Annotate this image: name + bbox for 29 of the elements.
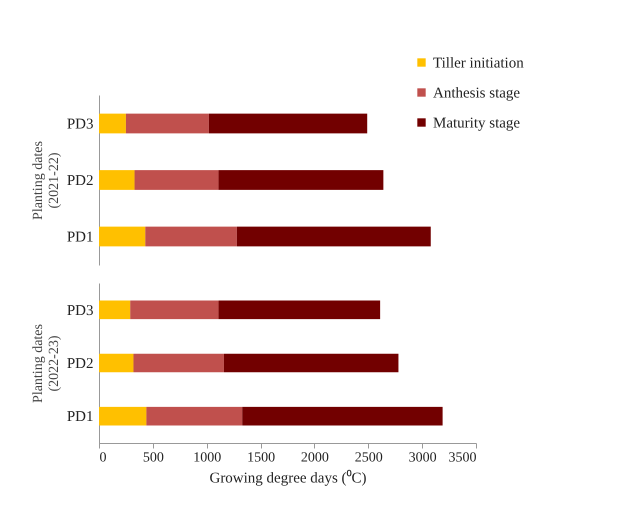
y-tick-label: PD2 xyxy=(66,173,94,189)
x-tick-label: 3500 xyxy=(448,450,476,466)
legend-label: Anthesis stage xyxy=(433,86,520,102)
x-tick-label: 1500 xyxy=(247,450,276,466)
y-axis-title: Planting dates (2021-22) xyxy=(30,141,62,220)
legend-label: Maturity stage xyxy=(433,116,520,132)
legend-label: Tiller initiation xyxy=(433,56,524,72)
y-axis-title: Planting dates (2022-23) xyxy=(30,324,62,403)
y-tick-label: PD1 xyxy=(66,229,94,246)
bar xyxy=(145,226,237,246)
y-tick-label: PD3 xyxy=(66,116,94,133)
x-tick-label: 2500 xyxy=(354,450,383,466)
bar xyxy=(236,226,431,246)
x-axis-title: Growing degree days (⁰C) xyxy=(209,470,367,486)
x-tick-label: 500 xyxy=(142,450,164,466)
y-tick-label: PD2 xyxy=(66,356,94,372)
bar xyxy=(99,170,135,190)
bar xyxy=(218,170,384,190)
x-tick-label: 3000 xyxy=(408,450,437,466)
x-tick-label: 1000 xyxy=(193,450,222,466)
y-tick-label: PD3 xyxy=(66,302,94,319)
x-tick-label: 2000 xyxy=(300,450,329,466)
bar xyxy=(99,226,146,246)
y-tick-label: PD1 xyxy=(66,409,94,426)
bar xyxy=(134,170,219,190)
bar xyxy=(126,114,209,134)
bar xyxy=(99,114,126,134)
bar xyxy=(208,114,368,134)
x-tick-label: 0 xyxy=(100,450,106,466)
